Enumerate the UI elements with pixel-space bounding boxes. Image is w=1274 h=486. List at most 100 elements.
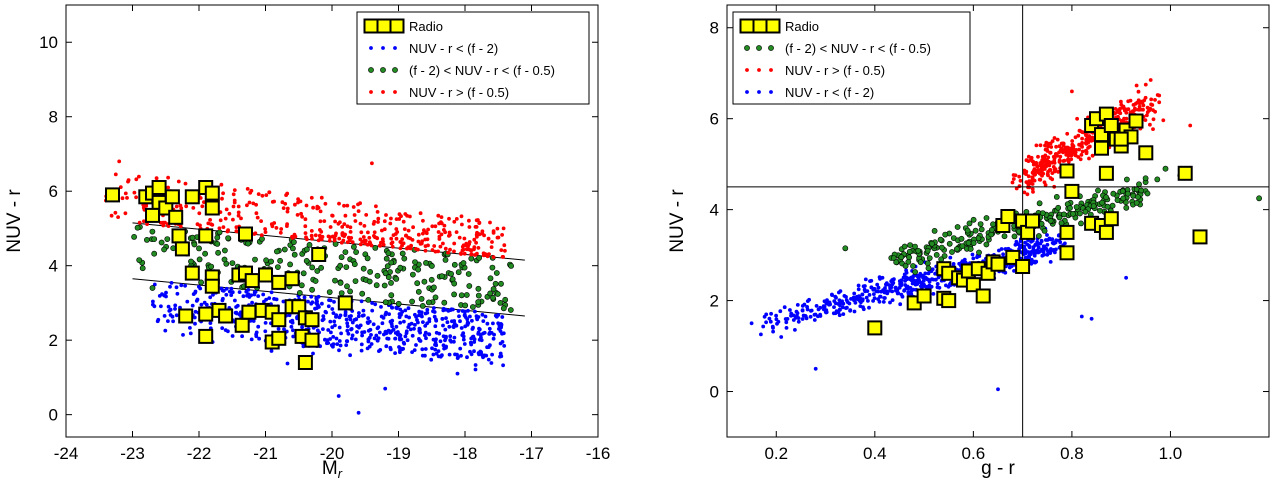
right-blue-point: [1035, 243, 1040, 247]
right-green-point: [983, 241, 990, 248]
left-green-point: [291, 251, 298, 258]
left-red-point: [472, 245, 477, 250]
left-green-point: [382, 299, 389, 306]
left-green-point: [351, 261, 358, 268]
right-green-point: [1070, 210, 1076, 217]
right-radio-markers: [867, 106, 1208, 336]
left-red-point: [191, 206, 196, 210]
left-green-point: [161, 246, 167, 253]
left-blue-point: [465, 317, 470, 322]
left-blue-point: [468, 349, 472, 354]
left-green-point: [353, 249, 359, 255]
left-green-point: [289, 245, 296, 252]
right-blue-point: [909, 292, 914, 296]
left-red-point: [219, 182, 224, 187]
right-green-point: [1135, 194, 1141, 200]
right-red-point: [1065, 131, 1070, 136]
right-red-point: [1060, 149, 1065, 154]
left-red-point: [423, 244, 428, 249]
right-blue-point: [848, 308, 853, 312]
left-blue-point: [348, 353, 352, 358]
left-blue-point: [425, 307, 430, 312]
left-green-point: [252, 256, 258, 263]
right-red-point: [1011, 173, 1016, 177]
right-radio-point: [1064, 183, 1080, 199]
left-blue-point: [412, 326, 416, 331]
right-radio-point: [1059, 224, 1075, 240]
right-blue-point: [860, 292, 865, 297]
left-red-point: [442, 223, 447, 228]
left-blue-point: [320, 301, 324, 306]
left-x-tick-label: -21: [253, 444, 278, 463]
left-red-point: [472, 237, 477, 242]
right-blue-point: [923, 271, 928, 276]
left-blue-point: [253, 290, 258, 294]
left-legend-red-marker: [381, 90, 385, 94]
right-green-point: [1073, 204, 1080, 210]
left-blue-point: [287, 313, 292, 318]
right-green-point: [1041, 227, 1048, 234]
left-red-point: [351, 205, 356, 209]
left-red-point: [459, 214, 464, 219]
left-blue-point: [335, 342, 340, 346]
left-red-point: [299, 211, 303, 216]
left-blue-point: [334, 336, 339, 341]
left-green-point: [381, 282, 388, 289]
left-blue-point: [403, 334, 408, 339]
left-red-point: [283, 201, 288, 206]
left-red-point: [488, 220, 492, 225]
left-red-point: [309, 195, 314, 200]
left-green-point: [303, 246, 310, 253]
left-red-point: [501, 226, 506, 231]
left-blue-point: [424, 336, 428, 341]
right-red-point: [1078, 157, 1083, 162]
right-x-tick-label: 0.6: [962, 444, 986, 463]
left-blue-point: [345, 328, 350, 333]
right-red-point: [1040, 168, 1044, 173]
left-blue-point: [434, 337, 438, 342]
left-blue-point: [454, 323, 459, 328]
left-legend-green-marker: [380, 67, 386, 73]
left-blue-point: [211, 292, 215, 297]
left-blue-point: [162, 314, 167, 318]
left-red-point: [255, 215, 260, 220]
left-red-point: [437, 221, 441, 226]
right-red-point: [1124, 116, 1129, 121]
right-blue-point: [770, 324, 775, 329]
right-blue-point: [782, 305, 787, 310]
right-red-point: [1054, 144, 1058, 149]
right-blue-point: [1047, 236, 1052, 241]
left-red-point: [495, 235, 500, 240]
left-green-point: [149, 228, 156, 235]
left-blue-point: [389, 322, 394, 326]
right-green-point: [1256, 195, 1262, 202]
left-red-point: [475, 251, 479, 256]
left-red-point: [137, 174, 141, 179]
left-blue-point: [152, 304, 157, 309]
right-green-point: [983, 215, 990, 221]
right-green-point: [1119, 188, 1126, 195]
left-blue-point: [370, 301, 374, 305]
right-red-point: [1136, 89, 1141, 94]
right-blue-point: [812, 318, 817, 322]
left-blue-point: [337, 348, 341, 353]
left-blue-point: [352, 318, 357, 322]
right-green-point: [906, 248, 913, 255]
right-red-point: [1151, 127, 1155, 131]
left-blue-point: [478, 349, 483, 354]
left-blue-point: [355, 330, 359, 334]
right-green-point: [898, 254, 905, 261]
right-ticks: 0.2 0.4 0.6 0.8 1.0 0 2 4 6 8: [710, 5, 1269, 463]
right-blue-point: [876, 297, 880, 301]
left-blue-point: [393, 351, 397, 355]
left-green-point: [373, 282, 380, 289]
left-red-point: [425, 237, 430, 242]
right-blue-point: [852, 291, 857, 296]
left-blue-point: [465, 355, 469, 360]
left-blue-point: [173, 307, 177, 311]
left-blue-point: [272, 297, 277, 301]
right-blue-point: [901, 275, 906, 280]
right-blue-point: [749, 321, 754, 326]
left-red-point: [421, 218, 425, 223]
